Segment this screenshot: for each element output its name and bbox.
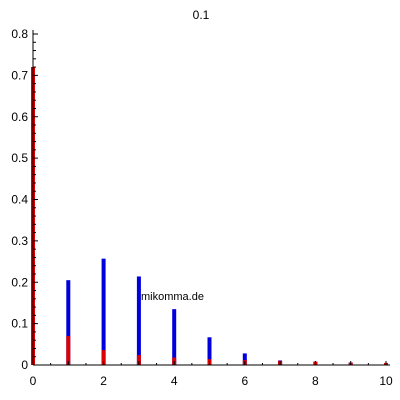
red-bar-1 (66, 336, 71, 365)
y-tick-label-0.5: 0.5 (11, 151, 28, 165)
blue-bar-6 (242, 353, 247, 365)
x-tick-label-2: 2 (100, 374, 107, 388)
y-tick-label-0.3: 0.3 (11, 234, 28, 248)
x-tick-label-0: 0 (30, 374, 37, 388)
red-bar-2 (101, 350, 106, 365)
chart-title: 0.1 (193, 8, 210, 22)
y-tick-label-0.1: 0.1 (11, 317, 28, 331)
blue-bar-4 (172, 309, 177, 365)
y-tick-label-0: 0 (21, 358, 28, 372)
blue-bar-3 (136, 276, 141, 365)
blue-bar-5 (207, 337, 212, 365)
y-tick-label-0.2: 0.2 (11, 275, 28, 289)
y-tick-label-0.7: 0.7 (11, 68, 28, 82)
x-tick-label-6: 6 (241, 374, 248, 388)
x-tick-label-10: 10 (379, 374, 393, 388)
red-bar-3 (136, 355, 141, 365)
y-tick-label-0.6: 0.6 (11, 110, 28, 124)
bars-layer (31, 67, 388, 365)
axes-layer: 0 0.1 0.2 0.3 0.4 0.5 0.6 0.7 0.8 0 2 4 6 8 10 (11, 27, 393, 388)
blue-bar-1 (66, 280, 71, 365)
x-tick-label-4: 4 (171, 374, 178, 388)
watermark-label: mikomma.de (141, 291, 204, 303)
blue-bar-2 (101, 258, 106, 365)
x-tick-label-8: 8 (312, 374, 319, 388)
y-tick-label-0.4: 0.4 (11, 193, 28, 207)
y-tick-label-0.8: 0.8 (11, 27, 28, 41)
